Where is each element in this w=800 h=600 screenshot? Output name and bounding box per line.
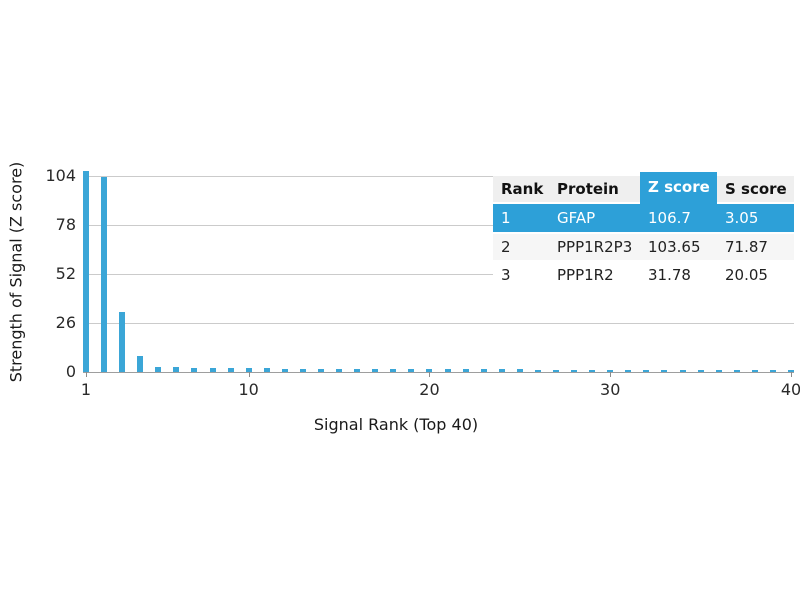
bar-rank-7	[191, 367, 198, 372]
col-header-protein: Protein	[557, 180, 619, 198]
cell-sscore: 71.87	[725, 238, 768, 256]
bar-rank-18	[390, 368, 397, 372]
bar-rank-38	[751, 369, 758, 372]
bar-rank-13	[299, 368, 306, 372]
cell-protein: PPP1R2P3	[557, 238, 633, 256]
bar-rank-28	[571, 369, 578, 372]
y-tick-label: 104	[45, 166, 76, 185]
bar-rank-30	[607, 369, 614, 372]
x-tick-mark	[86, 372, 87, 377]
bar-rank-19	[408, 369, 415, 372]
col-header-rank: Rank	[501, 180, 544, 198]
bar-rank-3	[119, 312, 126, 372]
x-tick-mark	[248, 372, 250, 377]
bar-rank-36	[715, 369, 722, 372]
bar-rank-20	[426, 369, 433, 372]
x-tick-label: 1	[80, 380, 92, 399]
bar-rank-35	[697, 369, 704, 372]
x-tick-label: 40	[780, 380, 800, 399]
bar-rank-5	[155, 367, 162, 372]
gridline	[83, 225, 794, 226]
table-row-ppp1r2: 3 PPP1R2 31.78 20.05	[493, 262, 794, 289]
cell-rank: 1	[501, 209, 511, 227]
bar-rank-14	[318, 368, 324, 372]
bar-rank-21	[444, 369, 451, 372]
bar-rank-17	[372, 368, 379, 372]
bar-rank-12	[281, 368, 288, 372]
y-axis-title: Strength of Signal (Z score)	[6, 161, 26, 383]
y-tick-label: 0	[65, 362, 76, 381]
bar-rank-29	[589, 369, 596, 372]
bar-rank-10	[245, 368, 252, 372]
x-tick-mark	[610, 372, 612, 377]
y-tick-label: 26	[55, 313, 76, 332]
x-axis-title: Signal Rank (Top 40)	[313, 415, 479, 434]
bar-rank-39	[769, 369, 776, 372]
bar-rank-27	[553, 369, 559, 372]
bar-rank-2	[101, 176, 108, 372]
y-tick-label: 78	[55, 215, 76, 234]
table-header-row: Rank Protein Z score S score	[493, 172, 794, 206]
bar-rank-4	[137, 355, 144, 372]
bar-rank-11	[263, 368, 270, 372]
cell-protein: GFAP	[557, 209, 596, 227]
table-row-gfap: 1 GFAP 106.7 3.05	[493, 204, 794, 232]
col-header-sscore: S score	[725, 180, 787, 198]
cell-sscore: 3.05	[725, 209, 759, 227]
bar-rank-16	[354, 368, 361, 372]
bar-rank-6	[173, 367, 180, 372]
bar-rank-26	[534, 369, 541, 372]
bar-rank-1	[83, 170, 89, 372]
bar-rank-9	[227, 368, 234, 372]
bar-rank-23	[480, 369, 487, 372]
gridline	[83, 274, 794, 275]
cell-rank: 3	[501, 266, 511, 284]
col-header-zscore: Z score	[640, 172, 717, 206]
cell-zscore: 103.65	[648, 238, 701, 256]
x-axis-line	[83, 372, 794, 373]
bar-rank-24	[498, 369, 505, 372]
cell-rank: 2	[501, 238, 511, 256]
bar-rank-34	[679, 369, 686, 372]
table-row-ppp1r2p3: 2 PPP1R2P3 103.65 71.87	[493, 234, 794, 260]
bar-rank-31	[625, 369, 632, 372]
x-tick-label: 30	[600, 380, 621, 399]
x-tick-label: 20	[419, 380, 440, 399]
x-tick-mark	[429, 372, 431, 377]
bar-rank-15	[336, 368, 343, 372]
cell-zscore: 106.7	[648, 209, 691, 227]
bar-rank-25	[516, 369, 523, 372]
x-tick-label: 10	[238, 380, 259, 399]
bar-rank-8	[209, 368, 216, 372]
cell-sscore: 20.05	[725, 266, 768, 284]
cell-zscore: 31.78	[648, 266, 691, 284]
bar-rank-40	[788, 369, 794, 372]
bar-rank-32	[643, 369, 650, 372]
bar-rank-22	[462, 369, 469, 372]
gridline	[83, 176, 794, 177]
bar-rank-33	[661, 369, 668, 372]
bar-rank-37	[733, 369, 740, 372]
y-tick-label: 52	[55, 264, 76, 283]
x-tick-mark	[791, 372, 792, 377]
gridline	[83, 323, 794, 324]
cell-protein: PPP1R2	[557, 266, 614, 284]
